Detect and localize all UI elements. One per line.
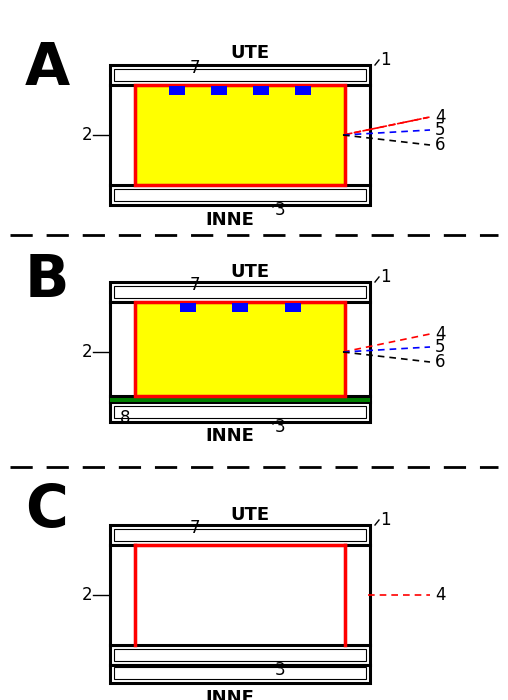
Bar bbox=[114, 286, 366, 298]
Bar bbox=[345, 85, 370, 185]
Text: 3: 3 bbox=[275, 661, 285, 679]
Text: UTE: UTE bbox=[231, 506, 270, 524]
Bar bbox=[345, 545, 370, 645]
Text: INNE: INNE bbox=[206, 211, 255, 229]
Text: UTE: UTE bbox=[231, 263, 270, 281]
Text: C: C bbox=[25, 482, 68, 539]
Bar bbox=[345, 302, 370, 396]
Text: 4: 4 bbox=[435, 325, 446, 343]
Bar bbox=[114, 667, 366, 679]
Bar bbox=[211, 86, 227, 95]
Bar bbox=[110, 65, 370, 85]
Bar bbox=[110, 665, 370, 683]
Text: 2: 2 bbox=[81, 586, 92, 604]
Text: 1: 1 bbox=[380, 511, 391, 529]
Bar bbox=[136, 303, 344, 395]
Bar bbox=[110, 545, 135, 645]
Text: 4: 4 bbox=[435, 108, 446, 126]
Text: 6: 6 bbox=[435, 353, 446, 371]
Bar bbox=[110, 185, 370, 205]
Bar bbox=[110, 282, 370, 302]
Text: B: B bbox=[25, 252, 70, 309]
Text: 2: 2 bbox=[81, 343, 92, 361]
Bar bbox=[110, 302, 135, 396]
Text: 4: 4 bbox=[435, 586, 446, 604]
Text: INNE: INNE bbox=[206, 689, 255, 700]
Bar bbox=[253, 86, 269, 95]
Text: 3: 3 bbox=[275, 201, 285, 219]
Text: 7: 7 bbox=[190, 276, 201, 294]
Text: 3: 3 bbox=[275, 418, 285, 436]
Bar bbox=[110, 525, 370, 545]
Bar bbox=[114, 649, 366, 661]
Text: 1: 1 bbox=[380, 268, 391, 286]
Text: 1: 1 bbox=[380, 51, 391, 69]
Text: 8: 8 bbox=[120, 409, 131, 427]
Text: 6: 6 bbox=[435, 136, 446, 154]
Bar bbox=[136, 86, 344, 184]
Bar bbox=[114, 189, 366, 201]
Bar bbox=[110, 402, 370, 422]
Text: 2: 2 bbox=[81, 126, 92, 144]
Bar bbox=[345, 396, 370, 402]
Text: 7: 7 bbox=[190, 59, 201, 77]
Bar bbox=[179, 303, 196, 312]
Bar bbox=[169, 86, 185, 95]
Bar bbox=[135, 85, 345, 185]
Bar bbox=[114, 69, 366, 81]
Bar bbox=[110, 396, 370, 402]
Bar bbox=[232, 303, 248, 312]
Bar bbox=[284, 303, 301, 312]
Bar bbox=[110, 396, 135, 402]
Bar bbox=[110, 645, 370, 665]
Text: A: A bbox=[25, 40, 70, 97]
Bar bbox=[114, 529, 366, 541]
Text: UTE: UTE bbox=[231, 44, 270, 62]
Bar bbox=[110, 85, 135, 185]
Bar bbox=[295, 86, 311, 95]
Text: 7: 7 bbox=[190, 519, 201, 537]
Text: INNE: INNE bbox=[206, 427, 255, 445]
Text: 5: 5 bbox=[435, 338, 446, 356]
Bar bbox=[135, 302, 345, 396]
Text: 5: 5 bbox=[435, 121, 446, 139]
Bar bbox=[114, 406, 366, 418]
